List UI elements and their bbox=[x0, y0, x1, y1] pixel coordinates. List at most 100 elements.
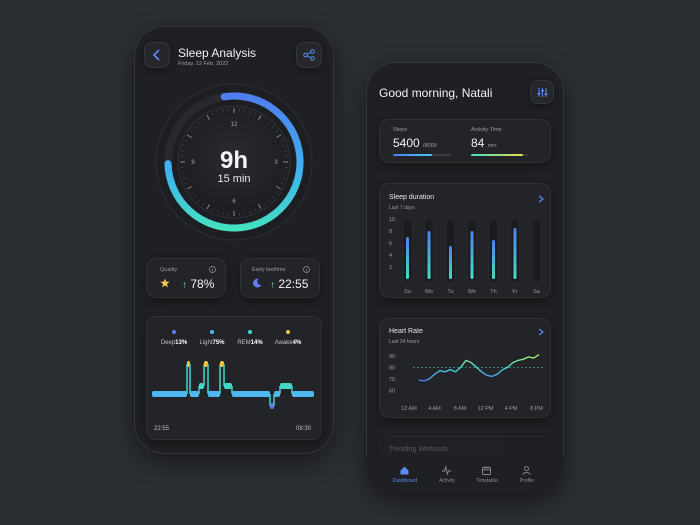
clock-tick bbox=[211, 208, 214, 212]
heart-rate-card[interactable]: Heart Rate Last 24 hours 90 80 70 60 12 AM 4 … bbox=[379, 318, 551, 418]
sleep-bar-su bbox=[406, 237, 409, 279]
clock-tick bbox=[186, 134, 192, 138]
sleep-day-label: Tu bbox=[447, 289, 453, 295]
clock-tick bbox=[249, 110, 251, 114]
back-button[interactable] bbox=[144, 42, 170, 68]
share-button[interactable] bbox=[296, 42, 322, 68]
nav-activity[interactable]: Activity bbox=[425, 465, 469, 484]
clock-tick bbox=[197, 121, 201, 125]
quality-card[interactable]: Quality ↑ 78% bbox=[146, 258, 226, 298]
sleep-minutes: 15 min bbox=[217, 173, 250, 185]
hr-line bbox=[418, 354, 540, 382]
clock-tick bbox=[258, 204, 262, 210]
steps-activity-card[interactable]: Steps 5400 /8000 Activity Time 84 min bbox=[379, 119, 551, 163]
bottom-nav: Dashboard Activity Timetable Profile bbox=[366, 456, 564, 494]
chevron-left-icon bbox=[152, 49, 160, 61]
clock-tick bbox=[182, 145, 186, 147]
nav-dashboard[interactable]: Dashboard bbox=[383, 466, 427, 484]
clock-face bbox=[177, 105, 291, 219]
sleep-bar-we bbox=[470, 231, 474, 279]
chevron-right-icon[interactable] bbox=[538, 328, 544, 336]
clock-tick bbox=[190, 130, 193, 133]
clock-tick bbox=[181, 150, 185, 152]
heart-rate-title: Heart Rate bbox=[389, 328, 423, 335]
stage-legend-light: Light75% bbox=[194, 340, 230, 346]
filter-button[interactable] bbox=[530, 80, 554, 104]
sleep-y-tick: 10 bbox=[389, 217, 395, 223]
sleep-y-tick: 2 bbox=[389, 265, 392, 271]
sleep-duration-card[interactable]: Sleep duration Last 7 days 10 8 6 4 2 Su Mo Tu W… bbox=[379, 183, 551, 298]
clock-tick bbox=[193, 195, 197, 199]
clock-tick bbox=[280, 139, 284, 142]
hypnogram-segment bbox=[280, 383, 292, 389]
clock-tick bbox=[271, 125, 275, 129]
stage-legend-rem: REM14% bbox=[232, 340, 268, 346]
clock-tick bbox=[263, 203, 266, 206]
activity-progress-track bbox=[471, 154, 529, 156]
nav-timetable[interactable]: Timetable bbox=[465, 466, 509, 484]
hr-x-tick: 12 PM bbox=[478, 406, 494, 412]
clock-tick bbox=[211, 112, 214, 116]
chevron-right-icon[interactable] bbox=[538, 195, 544, 203]
page-date: Friday, 12 Feb, 2022 bbox=[178, 61, 229, 67]
stage-name: Light bbox=[199, 340, 213, 346]
sleep-progress-ring bbox=[164, 92, 304, 232]
heart-rate-chart: 90 80 70 60 12 AM 4 AM 8 AM 12 PM 4 PM 8 PM bbox=[389, 354, 543, 412]
sleep-analysis-screen: Sleep Analysis Friday, 12 Feb, 2022 bbox=[134, 26, 334, 454]
sliders-icon bbox=[537, 87, 547, 97]
clock-tick bbox=[276, 134, 282, 138]
clock-num-3: 3 bbox=[274, 160, 278, 166]
nav-dashboard-label: Dashboard bbox=[392, 478, 418, 484]
greeting: Good morning, Natali bbox=[379, 86, 493, 100]
clock-tick bbox=[217, 110, 219, 114]
sleep-day-label: We bbox=[468, 289, 476, 295]
clock-tick bbox=[282, 177, 286, 179]
stage-percent: 75% bbox=[212, 340, 225, 346]
clock-tick bbox=[267, 121, 271, 125]
clock-tick bbox=[263, 118, 266, 121]
stage-percent: 13% bbox=[175, 340, 188, 346]
sleep-bar-mo bbox=[427, 231, 431, 279]
sleep-day-label: Mo bbox=[425, 289, 433, 295]
sleep-day-label: Th bbox=[490, 289, 496, 295]
clock-tick bbox=[217, 210, 219, 214]
clock-tick bbox=[197, 199, 201, 203]
clock-tick bbox=[184, 182, 188, 185]
hypnogram-end-time: 08:30 bbox=[296, 426, 312, 432]
clock-tick bbox=[271, 195, 275, 199]
stage-dot-light bbox=[210, 330, 214, 334]
hr-x-tick: 4 AM bbox=[428, 406, 441, 412]
stage-dot-awake bbox=[286, 330, 290, 334]
stage-percent: 14% bbox=[250, 340, 263, 346]
info-icon bbox=[209, 266, 216, 273]
steps-goal: /8000 bbox=[423, 143, 437, 149]
hr-y-tick: 90 bbox=[389, 354, 395, 360]
hr-x-tick: 4 PM bbox=[505, 406, 518, 412]
stage-legend-awake: Awake4% bbox=[270, 340, 306, 346]
steps-label: Steps bbox=[393, 127, 408, 133]
sleep-day-label: Sa bbox=[533, 289, 541, 295]
dashboard-screen: Good morning, Natali Steps 5400 /8000 Ac… bbox=[366, 62, 564, 494]
info-icon bbox=[303, 266, 310, 273]
clock-tick bbox=[202, 203, 205, 206]
nav-timetable-label: Timetable bbox=[476, 478, 498, 484]
hr-y-tick: 80 bbox=[389, 365, 395, 371]
activity-label: Activity Time bbox=[471, 127, 502, 133]
nav-profile[interactable]: Profile bbox=[505, 466, 549, 484]
clock-ticks bbox=[180, 108, 288, 216]
sleep-bar-track bbox=[531, 218, 542, 284]
clock-tick bbox=[206, 204, 210, 210]
star-icon bbox=[160, 278, 170, 288]
activity-value: 84 bbox=[471, 136, 485, 150]
clock-tick bbox=[181, 172, 185, 174]
sleep-y-tick: 6 bbox=[389, 241, 392, 247]
hypnogram-segment bbox=[232, 391, 270, 397]
home-icon bbox=[400, 466, 409, 475]
sleep-duration-chart: 10 8 6 4 2 Su Mo Tu We Th Fr Sa bbox=[389, 217, 542, 295]
clock-tick bbox=[254, 112, 257, 116]
moon-icon bbox=[253, 278, 262, 288]
bedtime-card[interactable]: Early bedtime ↑ 22:55 bbox=[240, 258, 320, 298]
sleep-hours: 9h bbox=[220, 147, 248, 174]
quality-label: Quality bbox=[160, 267, 178, 273]
sleep-bar-th bbox=[492, 240, 495, 279]
